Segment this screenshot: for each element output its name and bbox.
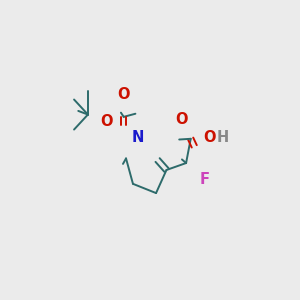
Text: O: O [100, 114, 112, 129]
Text: F: F [200, 172, 210, 187]
Text: O: O [118, 87, 130, 102]
Text: O: O [175, 112, 188, 127]
Text: N: N [131, 130, 144, 145]
Text: H: H [217, 130, 229, 145]
Text: O: O [203, 130, 215, 145]
